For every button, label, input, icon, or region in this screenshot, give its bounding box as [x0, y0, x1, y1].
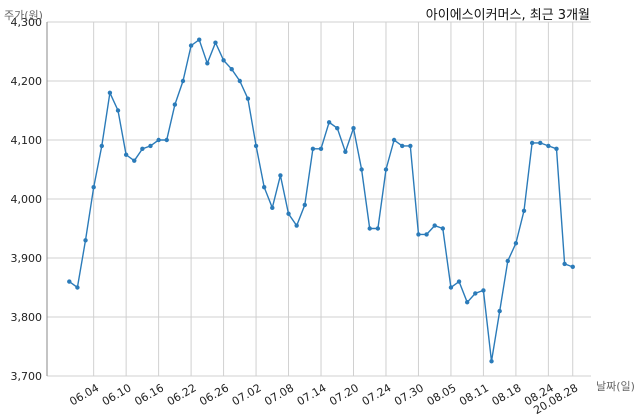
data-point [448, 285, 454, 290]
y-tick-label: 3,900 [11, 252, 43, 265]
price-series [67, 37, 575, 364]
data-point [107, 90, 113, 96]
data-point [278, 173, 283, 178]
grid [47, 21, 591, 377]
data-point [326, 120, 332, 125]
x-tick-label: 08.18 [490, 381, 524, 408]
data-point [513, 241, 519, 246]
data-point [562, 261, 567, 267]
data-point [383, 167, 389, 172]
data-point [367, 226, 372, 231]
data-point [115, 108, 121, 113]
y-tick-label: 4,100 [11, 134, 43, 147]
x-tick-label: 08.11 [457, 381, 491, 408]
x-tick-label: 07.24 [360, 381, 394, 408]
data-point [148, 143, 153, 149]
data-point [156, 137, 161, 143]
x-tick-label: 08.05 [425, 381, 459, 408]
data-point [213, 40, 218, 45]
x-tick-label: 07.02 [230, 381, 264, 408]
data-point [172, 102, 178, 107]
data-point [505, 258, 510, 264]
data-point [237, 78, 243, 84]
chart-title: 아이에스이커머스, 최근 3개월 [426, 8, 590, 23]
data-point [521, 208, 527, 213]
data-point [391, 137, 397, 143]
data-point [286, 211, 291, 216]
data-point [464, 300, 470, 305]
data-point [67, 279, 72, 284]
data-point [497, 308, 502, 314]
data-point [245, 96, 251, 101]
data-point [416, 232, 421, 237]
x-axis-title: 날짜(일) [596, 379, 635, 393]
data-point [489, 359, 494, 364]
data-point [132, 158, 137, 163]
data-point [318, 146, 324, 152]
data-point [180, 78, 186, 84]
data-point [83, 238, 88, 243]
x-tick-label: 06.10 [100, 381, 134, 408]
x-tick-label: 06.26 [197, 381, 231, 408]
data-point [197, 37, 202, 42]
data-point [424, 232, 429, 237]
x-tick-label: 07.14 [295, 381, 329, 408]
data-point [75, 285, 80, 290]
data-point [91, 185, 96, 190]
data-point [164, 137, 169, 143]
data-point [400, 143, 405, 149]
data-point [343, 149, 348, 154]
data-point [302, 202, 307, 208]
data-point [221, 58, 226, 63]
data-point [456, 279, 462, 284]
data-point [473, 291, 478, 296]
data-point [570, 264, 575, 270]
y-tick-label: 3,700 [11, 370, 43, 383]
data-point [123, 152, 129, 157]
data-point [253, 143, 259, 149]
x-tick-label: 06.16 [132, 381, 166, 408]
data-point [375, 226, 381, 231]
x-tick-label: 07.20 [327, 381, 361, 408]
x-tick-labels: 06.0406.1006.1606.2206.2607.0207.0807.14… [67, 381, 580, 417]
data-point [205, 61, 210, 66]
y-tick-label: 3,800 [11, 311, 43, 324]
y-tick-label: 4,200 [11, 75, 43, 88]
data-point [140, 146, 145, 152]
data-point [554, 146, 559, 152]
data-point [99, 143, 104, 149]
data-point [335, 126, 340, 131]
y-axis-title: 주가(원) [4, 9, 43, 22]
data-point [546, 143, 551, 149]
data-point [351, 126, 356, 131]
data-point [270, 205, 275, 211]
y-tick-label: 4,300 [11, 16, 43, 29]
data-point [432, 223, 437, 228]
data-point [261, 185, 267, 190]
x-tick-label: 07.08 [262, 381, 296, 408]
data-point [229, 67, 234, 72]
x-tick-label: 07.30 [392, 381, 426, 408]
data-point [188, 43, 194, 48]
data-point [294, 223, 299, 228]
y-tick-labels: 3,700 3,800 3,900 4,000 4,100 4,200 4,300 [11, 16, 43, 383]
data-point [408, 143, 413, 149]
data-point [538, 140, 543, 146]
x-tick-label: 06.04 [67, 381, 101, 408]
y-tick-label: 4,000 [11, 193, 43, 206]
data-point [310, 146, 316, 152]
data-point [440, 226, 446, 231]
data-point [359, 167, 364, 172]
data-point [529, 140, 535, 146]
x-tick-label: 06.22 [165, 381, 199, 408]
data-point [481, 288, 486, 293]
